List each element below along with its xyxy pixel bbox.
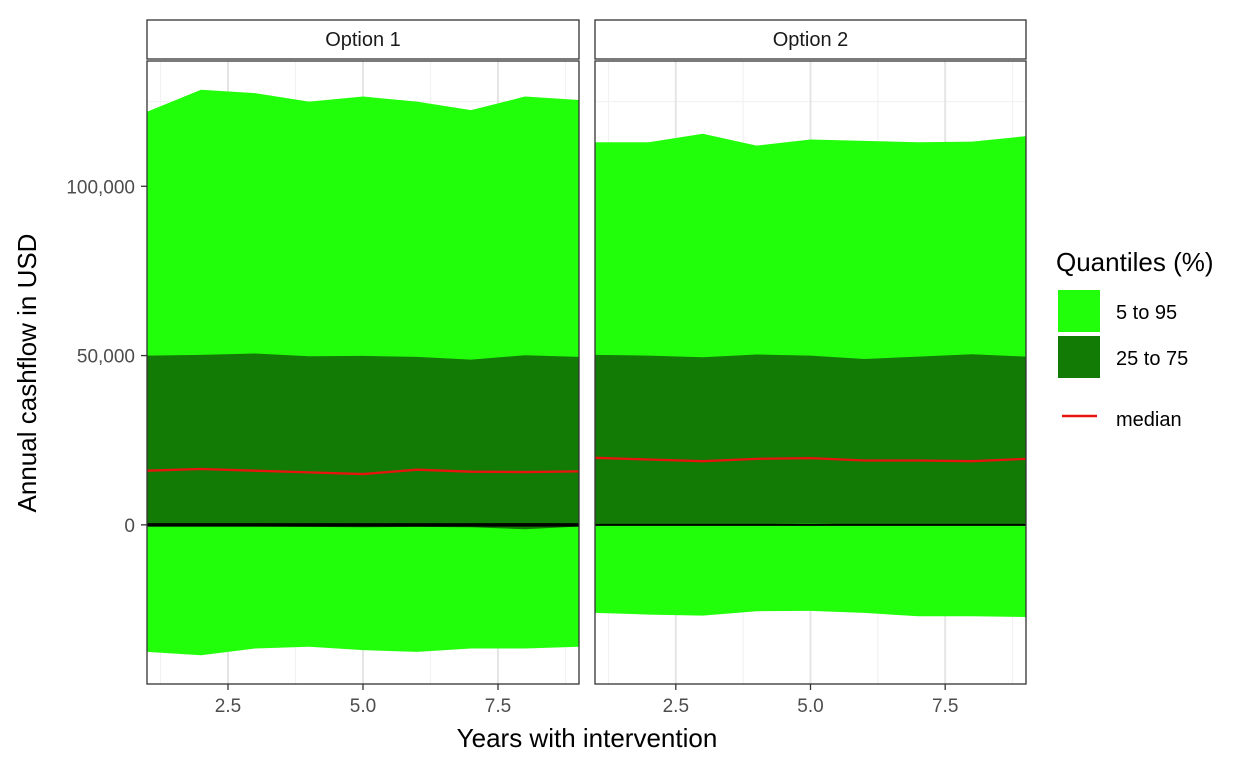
legend-key-5-to-95	[1058, 290, 1100, 332]
x-tick-label: 7.5	[932, 696, 958, 717]
x-tick-label: 7.5	[485, 696, 511, 717]
x-tick-label: 2.5	[215, 696, 241, 717]
legend: Quantiles (%) 5 to 95 25 to 75 median	[1056, 247, 1214, 431]
panel-option-2: Option 2 2.5 5.0 7.5	[594, 19, 1027, 717]
legend-label-25-to-75: 25 to 75	[1116, 348, 1188, 370]
legend-key-25-to-75	[1058, 336, 1100, 378]
legend-label-5-to-95: 5 to 95	[1116, 302, 1177, 324]
y-axis: 0 50,000 100,000	[66, 177, 147, 537]
x-tick-label: 5.0	[350, 696, 376, 717]
band-25-to-75	[595, 354, 1026, 525]
band-25-to-75	[147, 353, 579, 530]
y-tick-label: 50,000	[77, 347, 135, 368]
legend-label-median: median	[1116, 409, 1182, 431]
panel-strip-title: Option 2	[773, 29, 849, 51]
legend-title: Quantiles (%)	[1056, 247, 1214, 277]
strip-box	[146, 19, 580, 60]
panel-strip-title: Option 1	[325, 29, 401, 51]
x-tick-label: 5.0	[797, 696, 823, 717]
y-tick-label: 0	[124, 516, 135, 537]
y-axis-title: Annual cashflow in USD	[12, 234, 42, 513]
chart-panels: Option 1 2.5 5.0 7.5 Option 2 2.5 5.0 7.5	[146, 19, 1027, 717]
median-line	[594, 456, 1027, 463]
y-tick-label: 100,000	[66, 177, 135, 198]
x-tick-label: 2.5	[663, 696, 689, 717]
strip-box	[594, 19, 1027, 60]
x-axis-title: Years with intervention	[457, 723, 718, 753]
median-line	[146, 467, 580, 476]
panel-option-1: Option 1 2.5 5.0 7.5	[146, 19, 580, 717]
